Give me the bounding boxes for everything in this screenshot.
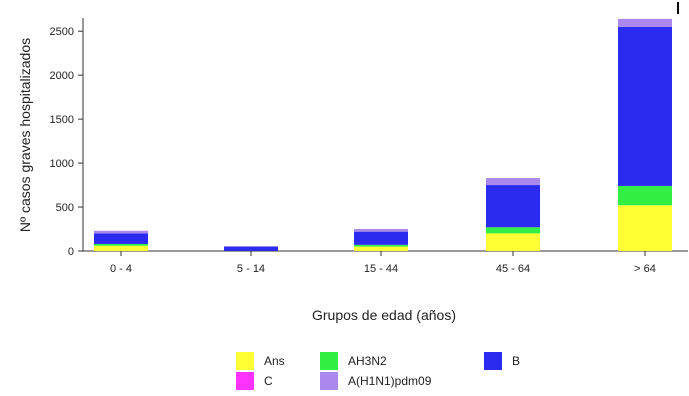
bar-segment (354, 229, 408, 232)
y-tick-label: 1000 (50, 158, 74, 170)
y-tick-label: 1500 (50, 114, 74, 126)
legend-swatch-ah3n2 (320, 352, 338, 370)
y-axis-title: Nº casos graves hospitalizados (17, 38, 33, 232)
bar-segment (94, 243, 148, 246)
bar-segment (354, 244, 408, 247)
bars (94, 18, 672, 251)
x-tick-label: 5 - 14 (237, 263, 265, 275)
bar-segment (224, 246, 278, 251)
y-axis: 0 500 1000 1500 2000 2500 (50, 18, 84, 258)
bar-segment (618, 185, 672, 206)
bar-segment (618, 205, 672, 251)
bar-segment (618, 26, 672, 186)
legend-label-b: B (512, 354, 521, 368)
bar-segment (486, 227, 540, 234)
x-tick-label: 0 - 4 (110, 263, 132, 275)
x-tick-label: 15 - 44 (364, 263, 398, 275)
x-axis: 0 - 4 5 - 14 15 - 44 45 - 64 > 64 (83, 250, 688, 275)
legend-item-b: B (484, 352, 520, 370)
legend-swatch-c (236, 372, 254, 390)
bar-segment (354, 246, 408, 251)
x-axis-title: Grupos de edad (años) (312, 307, 456, 323)
bar-segment (94, 233, 148, 244)
y-tick-label: 0 (68, 246, 74, 258)
legend-item-ah3n2: AH3N2 (320, 352, 387, 370)
y-tick-label: 2000 (50, 70, 74, 82)
legend-swatch-a-h1n1-pdm09 (320, 372, 338, 390)
legend-label-ans: Ans (264, 354, 285, 368)
y-tick-label: 2500 (50, 26, 74, 38)
legend-label-ah3n2: AH3N2 (348, 354, 387, 368)
legend-item-c: C (236, 372, 273, 390)
legend-swatch-ans (236, 352, 254, 370)
x-tick-label: 45 - 64 (496, 263, 530, 275)
legend-label-c: C (264, 374, 273, 388)
bar-segment (94, 245, 148, 251)
legend: Ans AH3N2 B C A(H1N1)pdm09 (236, 352, 566, 392)
bar-segment (94, 230, 148, 234)
bar-segment (354, 231, 408, 245)
x-tick-label: > 64 (634, 263, 656, 275)
corner-mark (677, 2, 679, 14)
legend-item-ans: Ans (236, 352, 285, 370)
legend-swatch-b (484, 352, 502, 370)
legend-label-a-h1n1-pdm09: A(H1N1)pdm09 (348, 374, 432, 388)
bar-segment (618, 18, 672, 27)
bar-segment (486, 178, 540, 186)
bar-segment (486, 185, 540, 228)
y-tick-label: 500 (56, 202, 74, 214)
legend-item-a-h1n1-pdm09: A(H1N1)pdm09 (320, 372, 431, 390)
bar-segment (486, 233, 540, 251)
